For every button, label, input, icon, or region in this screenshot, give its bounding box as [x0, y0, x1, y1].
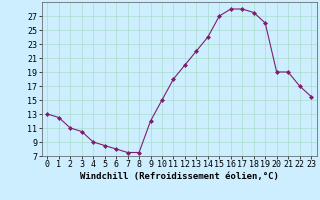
X-axis label: Windchill (Refroidissement éolien,°C): Windchill (Refroidissement éolien,°C) — [80, 172, 279, 181]
